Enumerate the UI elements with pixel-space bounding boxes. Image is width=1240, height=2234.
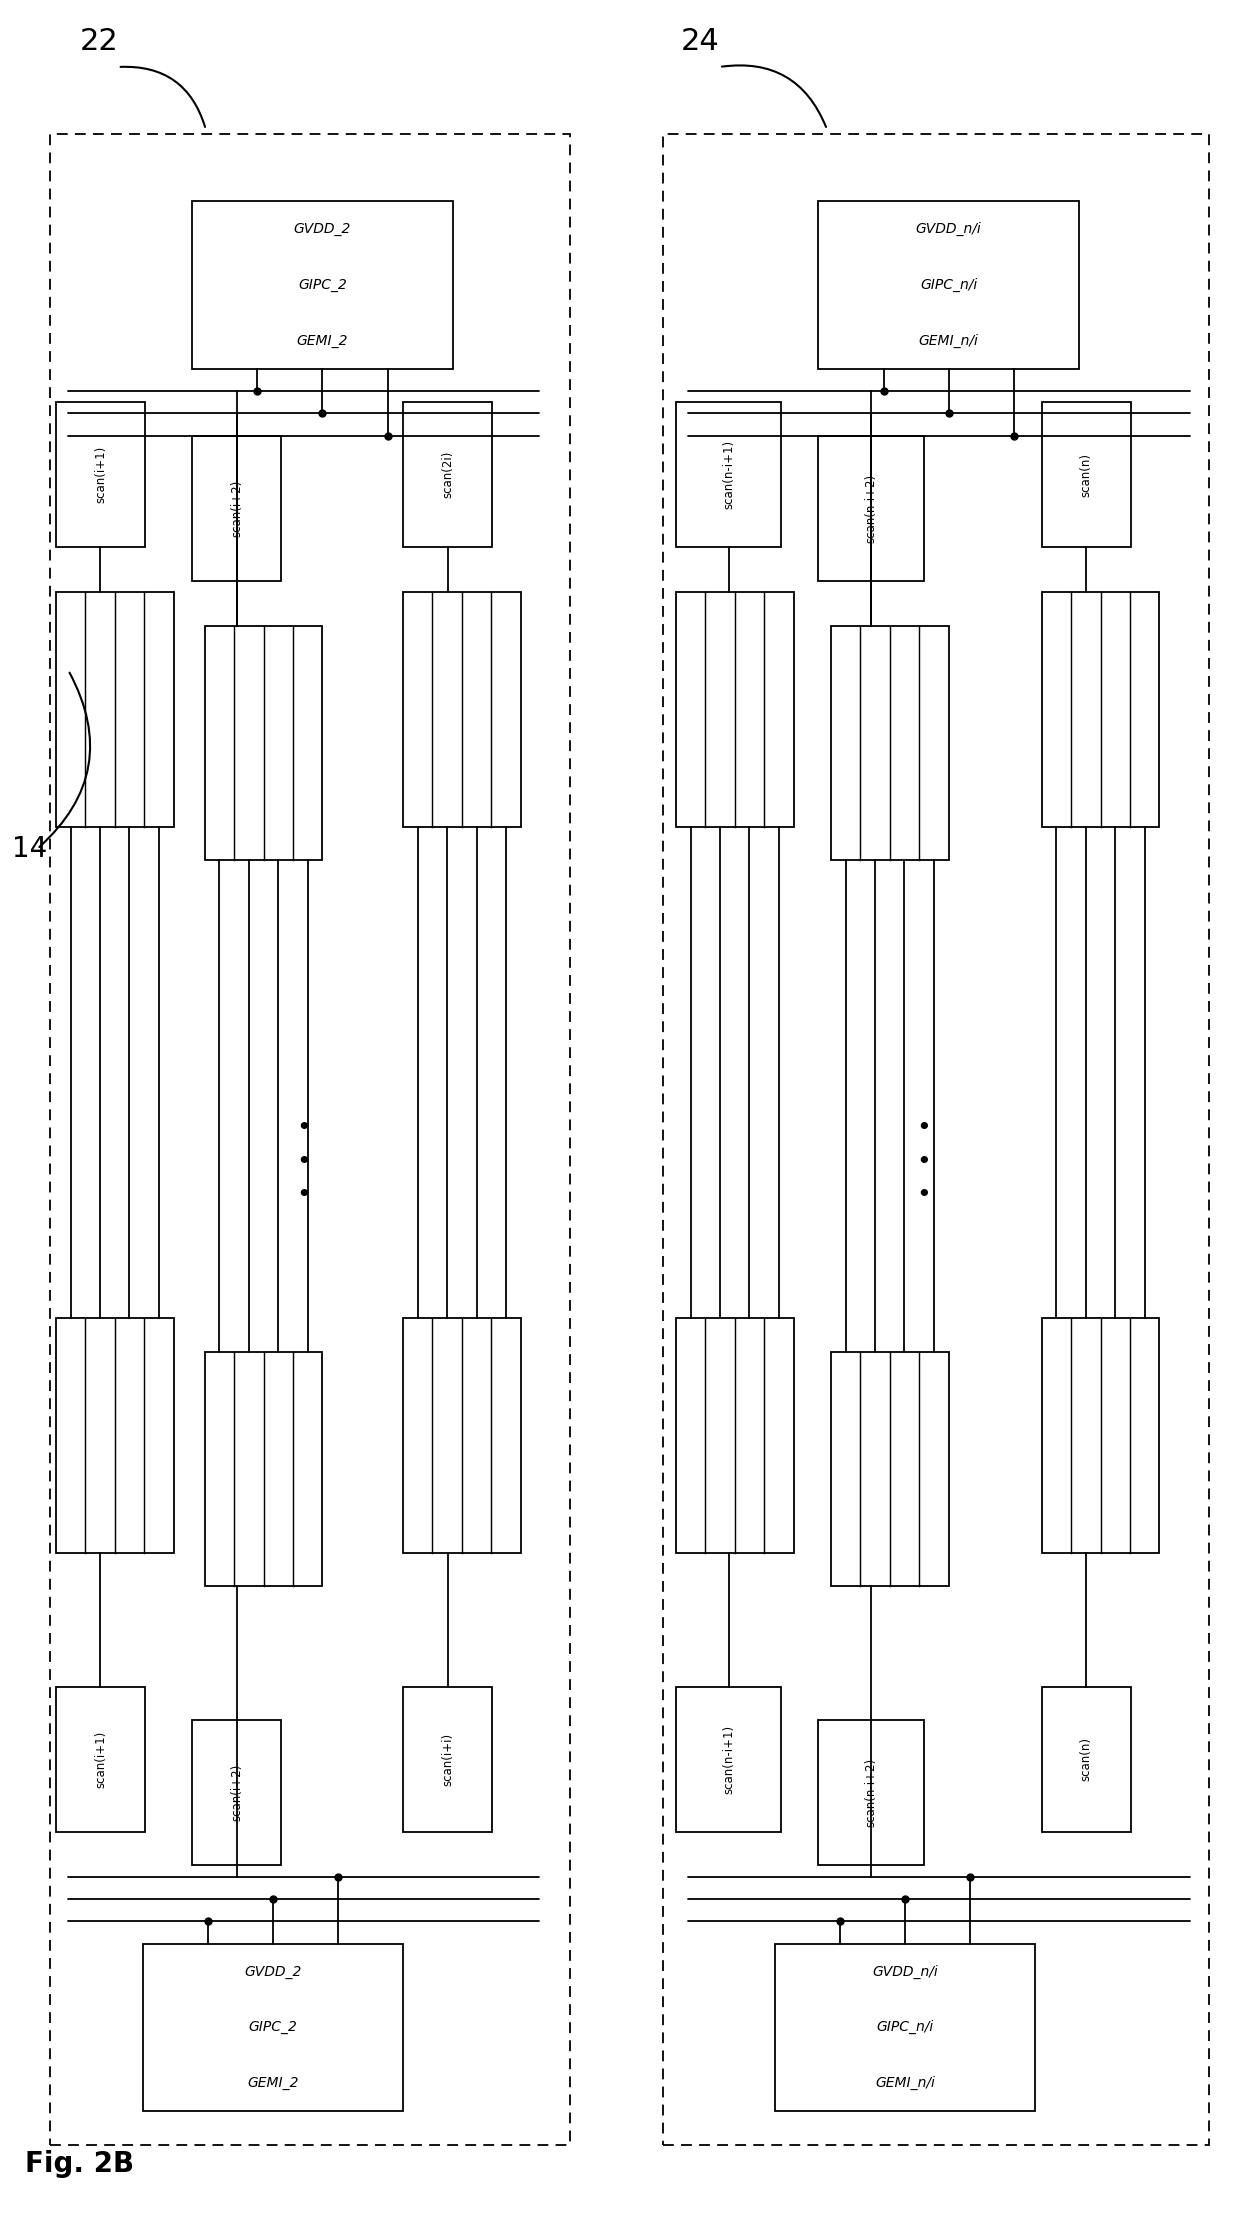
- Bar: [676, 1687, 781, 1832]
- Text: scan(i+1): scan(i+1): [94, 447, 107, 503]
- Bar: [676, 1318, 794, 1553]
- Bar: [56, 402, 145, 547]
- Text: scan(i+i): scan(i+i): [441, 1734, 454, 1785]
- Text: GEMI_2: GEMI_2: [247, 2075, 299, 2091]
- Text: scan(2i): scan(2i): [441, 451, 454, 498]
- Text: 14: 14: [12, 836, 47, 862]
- Text: •
•
•: • • •: [296, 1117, 311, 1206]
- Text: Fig. 2B: Fig. 2B: [25, 2149, 134, 2178]
- Bar: [818, 1720, 924, 1865]
- Bar: [403, 592, 521, 827]
- Bar: [56, 1687, 145, 1832]
- Bar: [818, 436, 924, 581]
- Bar: [192, 436, 281, 581]
- Bar: [1042, 1687, 1131, 1832]
- Bar: [775, 1944, 1035, 2111]
- Text: scan(n): scan(n): [1080, 454, 1092, 496]
- Text: GEMI_2: GEMI_2: [296, 333, 348, 349]
- Bar: [192, 201, 453, 369]
- Bar: [143, 1944, 403, 2111]
- Bar: [205, 1352, 322, 1586]
- Bar: [831, 626, 949, 860]
- Text: scan(n-i+1): scan(n-i+1): [722, 1725, 735, 1794]
- Text: 22: 22: [79, 27, 119, 56]
- Text: •
•
•: • • •: [916, 1117, 931, 1206]
- Text: GEMI_n/i: GEMI_n/i: [919, 333, 978, 349]
- Bar: [818, 201, 1079, 369]
- Bar: [56, 1318, 174, 1553]
- Bar: [192, 1720, 281, 1865]
- Bar: [50, 134, 570, 2145]
- Bar: [56, 592, 174, 827]
- Bar: [403, 402, 492, 547]
- Text: GVDD_2: GVDD_2: [294, 221, 351, 237]
- Bar: [663, 134, 1209, 2145]
- Text: GIPC_2: GIPC_2: [298, 277, 347, 293]
- Bar: [1042, 592, 1159, 827]
- Text: GVDD_n/i: GVDD_n/i: [872, 1964, 939, 1979]
- Bar: [403, 1687, 492, 1832]
- Text: GIPC_n/i: GIPC_n/i: [877, 2020, 934, 2035]
- Bar: [205, 626, 322, 860]
- Text: scan(n-i+1): scan(n-i+1): [722, 440, 735, 509]
- Bar: [403, 1318, 521, 1553]
- Text: scan(n-i+2): scan(n-i+2): [864, 1758, 878, 1827]
- Text: scan(n): scan(n): [1080, 1738, 1092, 1780]
- Bar: [831, 1352, 949, 1586]
- Text: scan(n-i+2): scan(n-i+2): [864, 474, 878, 543]
- Bar: [1042, 1318, 1159, 1553]
- Text: GIPC_2: GIPC_2: [248, 2020, 298, 2035]
- Bar: [676, 402, 781, 547]
- Text: GEMI_n/i: GEMI_n/i: [875, 2075, 935, 2091]
- Text: GVDD_n/i: GVDD_n/i: [915, 221, 982, 237]
- Bar: [676, 592, 794, 827]
- Text: scan(i+2): scan(i+2): [231, 1765, 243, 1821]
- Text: scan(i+1): scan(i+1): [94, 1731, 107, 1787]
- Bar: [1042, 402, 1131, 547]
- Text: GVDD_2: GVDD_2: [244, 1964, 301, 1979]
- Text: 24: 24: [681, 27, 720, 56]
- Text: scan(i+2): scan(i+2): [231, 480, 243, 536]
- Text: GIPC_n/i: GIPC_n/i: [920, 277, 977, 293]
